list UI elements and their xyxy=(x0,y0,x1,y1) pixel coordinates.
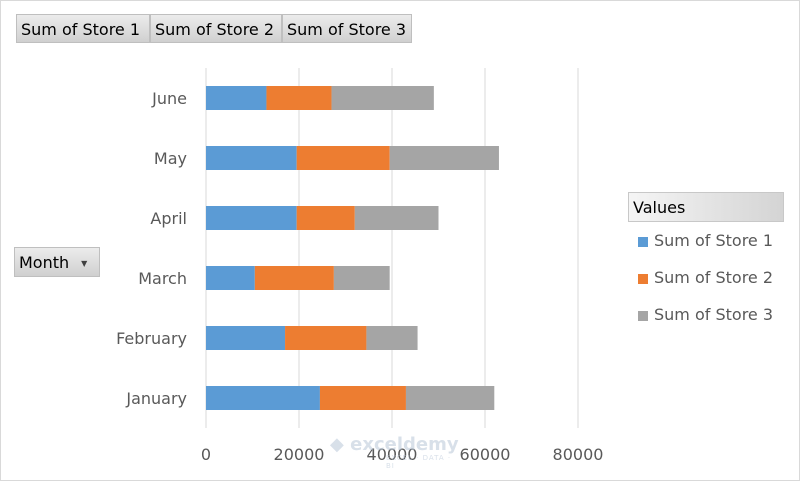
y-category-label: May xyxy=(154,149,187,168)
legend-label-store-2: Sum of Store 2 xyxy=(654,268,774,287)
month-field-button[interactable]: Month ▼ xyxy=(14,247,100,277)
legend-title-button[interactable]: Values xyxy=(628,192,784,222)
x-tick-label: 0 xyxy=(201,445,211,464)
bar-june-store-2[interactable] xyxy=(266,86,332,110)
month-field-label: Month xyxy=(19,253,70,272)
bar-january-store-3[interactable] xyxy=(405,386,495,410)
bar-february-store-1[interactable] xyxy=(206,326,286,350)
bar-june-store-1[interactable] xyxy=(206,86,267,110)
bar-april-store-3[interactable] xyxy=(354,206,439,230)
bar-june-store-3[interactable] xyxy=(331,86,434,110)
bar-february-store-3[interactable] xyxy=(366,326,418,350)
legend-swatch-store-3 xyxy=(638,310,648,321)
exceldemy-watermark-logo: ◆ exceldemy EXCEL · DATA · BI xyxy=(330,434,459,470)
field-button-sum-store-2[interactable]: Sum of Store 2 xyxy=(150,14,282,43)
y-category-label: April xyxy=(150,209,187,228)
legend-item-store-1: Sum of Store 1 xyxy=(638,231,773,251)
bar-march-store-3[interactable] xyxy=(333,266,390,290)
watermark-tagline: EXCEL · DATA · BI xyxy=(386,454,452,470)
y-category-label: June xyxy=(151,89,187,108)
watermark-logo-icon: ◆ xyxy=(330,434,344,455)
x-tick-label: 60000 xyxy=(460,445,511,464)
legend-label-store-1: Sum of Store 1 xyxy=(654,231,774,250)
legend-label-store-3: Sum of Store 3 xyxy=(654,305,774,324)
bar-may-store-3[interactable] xyxy=(389,146,499,170)
bar-february-store-2[interactable] xyxy=(285,326,367,350)
legend-item-store-3: Sum of Store 3 xyxy=(638,305,773,325)
legend-item-store-2: Sum of Store 2 xyxy=(638,268,773,288)
y-category-label: February xyxy=(116,329,187,348)
dropdown-arrow-icon: ▼ xyxy=(81,258,88,268)
bar-march-store-1[interactable] xyxy=(206,266,255,290)
watermark-name: exceldemy xyxy=(350,434,459,455)
legend-swatch-store-2 xyxy=(638,273,648,284)
field-button-sum-store-1[interactable]: Sum of Store 1 xyxy=(16,14,150,43)
x-tick-label: 80000 xyxy=(553,445,604,464)
bar-january-store-2[interactable] xyxy=(319,386,406,410)
bar-april-store-2[interactable] xyxy=(296,206,355,230)
y-category-label: March xyxy=(138,269,187,288)
bar-january-store-1[interactable] xyxy=(206,386,320,410)
field-button-sum-store-3[interactable]: Sum of Store 3 xyxy=(282,14,412,43)
legend-swatch-store-1 xyxy=(638,236,648,247)
x-tick-label: 40000 xyxy=(367,445,418,464)
bar-april-store-1[interactable] xyxy=(206,206,297,230)
bar-may-store-2[interactable] xyxy=(296,146,390,170)
x-tick-label: 20000 xyxy=(274,445,325,464)
bar-may-store-1[interactable] xyxy=(206,146,297,170)
bar-march-store-2[interactable] xyxy=(254,266,334,290)
y-category-label: January xyxy=(125,389,187,408)
